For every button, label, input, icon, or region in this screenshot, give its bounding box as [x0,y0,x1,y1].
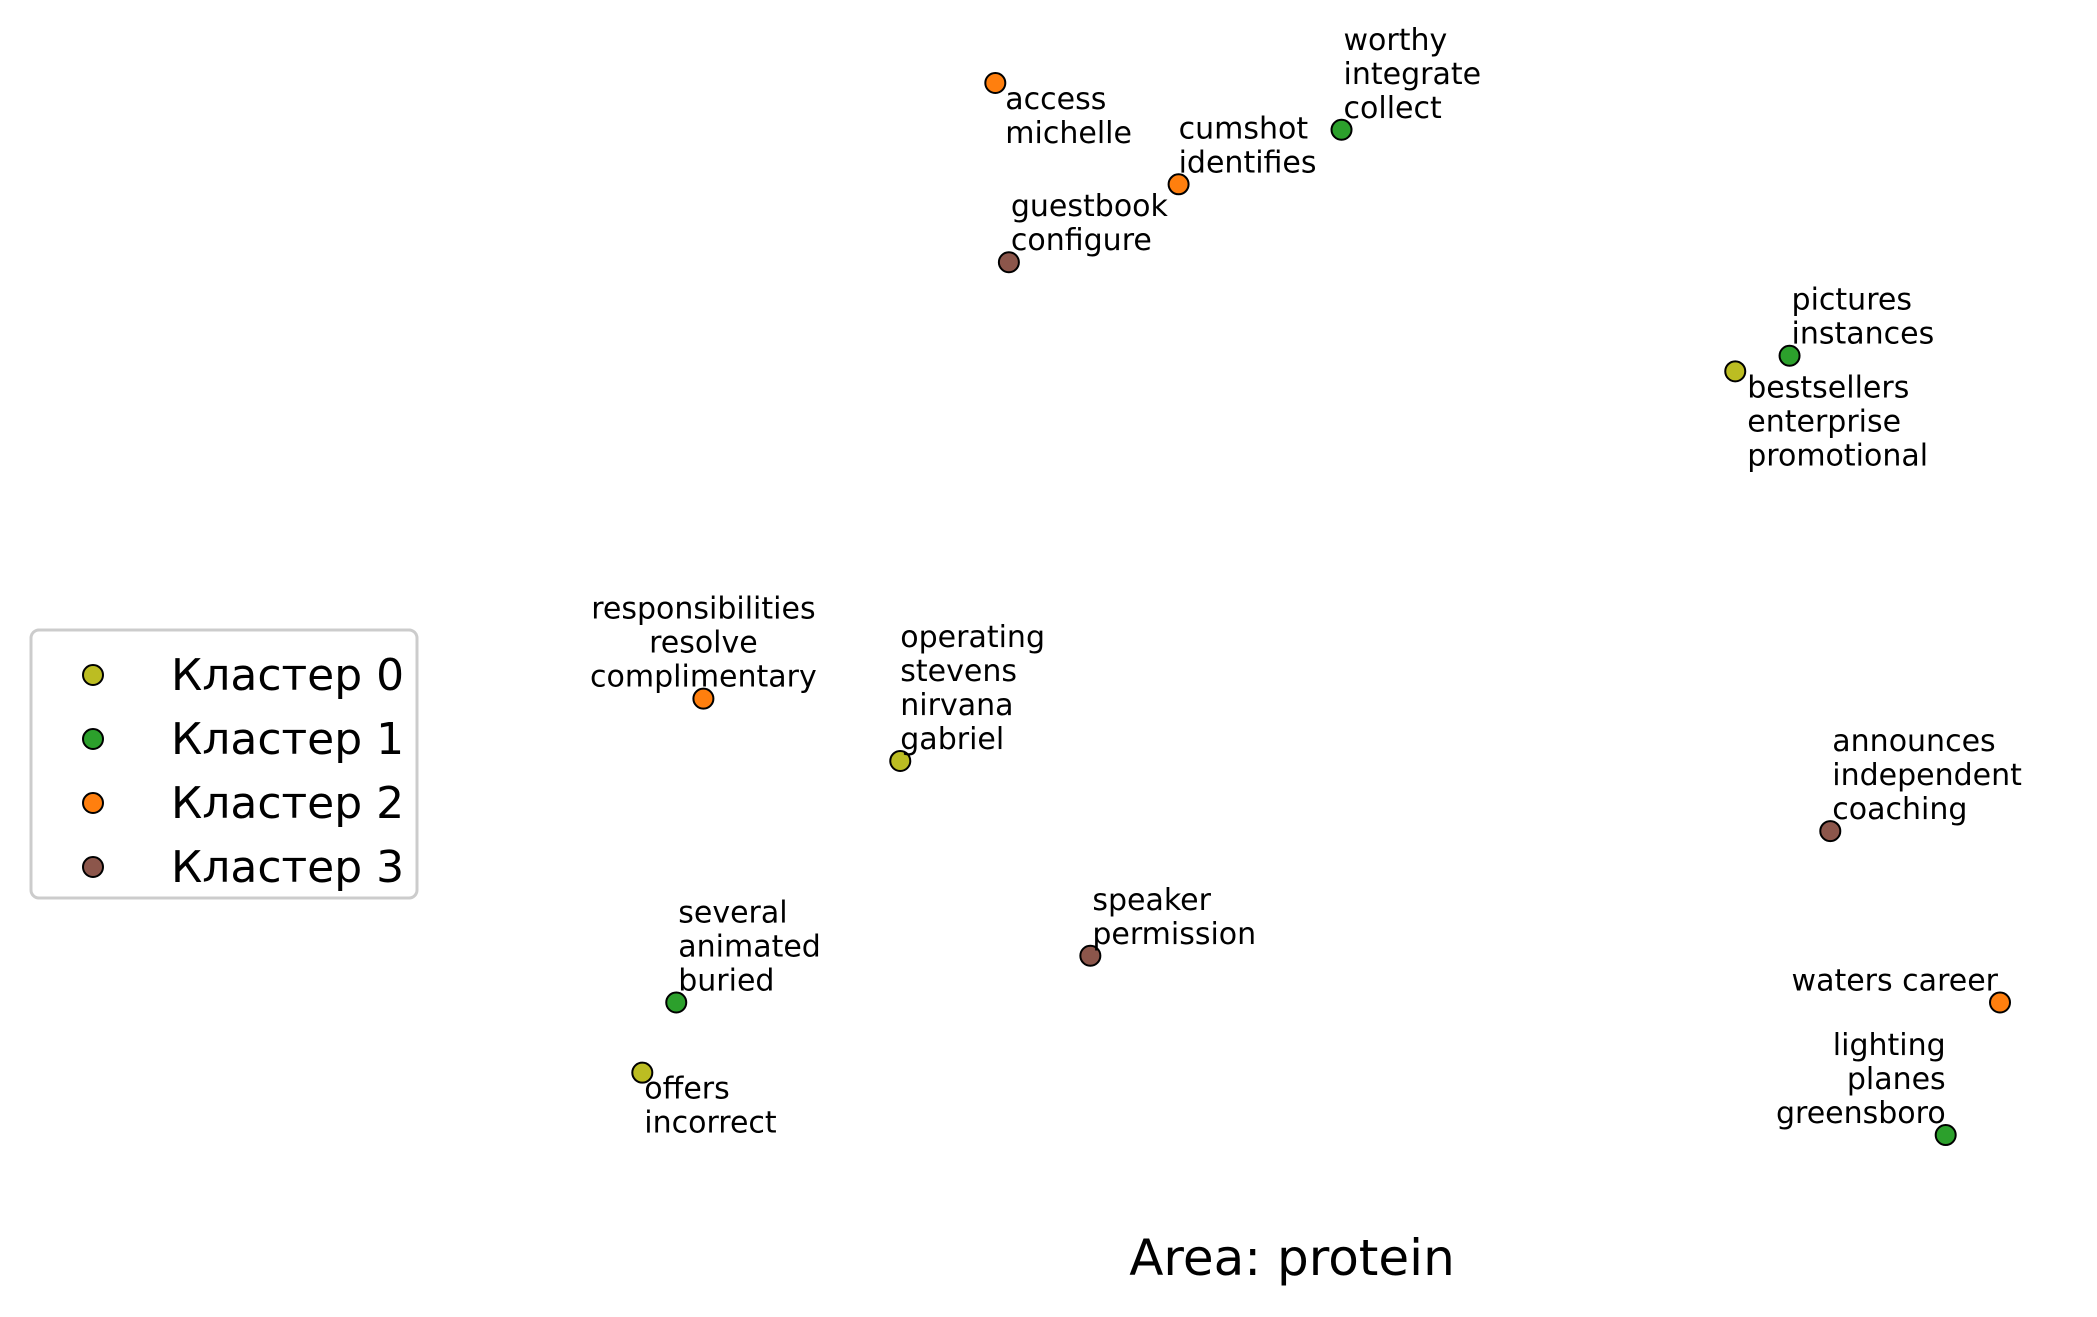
scatter-point [1079,944,1102,967]
point-label-line: gabriel [900,722,1004,757]
point-label-line: access [1005,82,1106,117]
scatter-point [1167,173,1190,196]
point-label-line: cumshot [1179,111,1309,146]
legend-label: Кластер 1 [171,714,404,765]
legend-marker [82,792,104,814]
point-label-line: operating [900,620,1045,655]
point-label-line: stevens [900,654,1017,689]
point-label-line: promotional [1747,438,1928,473]
scatter-point [984,72,1007,94]
points-layer [631,72,2011,1146]
scatter-point [1934,1124,1957,1146]
point-label: responsibilities resolve complimentary [590,592,817,695]
legend-frame [29,628,419,900]
point-label: guestbook configure [1011,189,1169,258]
scatter-point [665,991,688,1014]
point-label: lighting planes greensboro [1776,1028,1946,1131]
point-label-line: offers [644,1072,729,1107]
point-label-line: bestsellers [1747,370,1909,405]
point-label-line: waters career [1792,964,1999,999]
chart-title: Area: protein [1129,1229,1455,1287]
point-label-line: lighting [1833,1028,1946,1063]
point-label: offers incorrect [644,1072,777,1141]
point-label-line: collect [1344,91,1442,126]
point-label-line: pictures [1792,283,1912,318]
point-label-line: buried [678,964,774,999]
scatter-point [997,251,1020,274]
legend-marker [82,728,104,750]
point-label-line: guestbook [1011,189,1169,224]
point-label-line: incorrect [644,1106,777,1141]
scatter-point [1330,118,1353,141]
scatter-point [1724,360,1747,383]
point-label-line: permission [1092,917,1256,952]
point-label-line: worthy [1344,23,1448,58]
point-label: announces independent coaching [1832,724,2022,827]
point-label: operating stevens nirvana gabriel [900,620,1045,757]
point-label: cumshot identifies [1179,111,1317,180]
legend-marker [82,856,104,878]
point-label-line: identifies [1179,145,1317,180]
point-label: pictures instances [1792,283,1935,352]
point-label-line: planes [1847,1062,1946,1097]
point-label-line: coaching [1832,792,1967,827]
legend-marker [82,664,104,686]
legend-label: Кластер 0 [171,650,404,701]
point-label-line: enterprise [1747,404,1901,439]
point-label: several animated buried [678,896,821,999]
legend-label: Кластер 3 [171,842,404,893]
point-label-line: independent [1832,758,2022,793]
scatter-point [1778,344,1801,367]
point-label-line: speaker [1092,883,1211,918]
point-label-line: michelle [1005,116,1132,151]
point-label-line: complimentary [590,660,817,695]
scatter-point [1989,991,2011,1014]
point-label: bestsellers enterprise promotional [1747,370,1928,473]
legend: Кластер 0 Кластер 1 Кластер 2 Кластер 3 [29,628,419,900]
labels-layer: bestsellers enterprise promotional operatin… [590,23,2022,1141]
point-label-line: configure [1011,223,1152,258]
point-label-line: several [678,896,787,931]
point-label: access michelle [1005,82,1132,151]
point-label: worthy integrate collect [1344,23,1482,126]
scatter-point [692,687,715,710]
point-label-line: announces [1832,724,1995,759]
point-label: waters career [1792,964,1999,999]
point-label-line: instances [1792,317,1935,352]
point-label-line: nirvana [900,688,1013,723]
point-label-line: integrate [1344,57,1482,92]
point-label-line: responsibilities [591,592,815,627]
point-label: speaker permission [1092,883,1256,952]
point-label-line: greensboro [1776,1096,1946,1131]
scatter-point [1819,820,1842,843]
point-label-line: resolve [649,626,758,661]
scatter-point [889,749,912,772]
point-label-line: animated [678,930,821,965]
legend-label: Кластер 2 [171,778,404,829]
scatter-point [631,1061,654,1084]
